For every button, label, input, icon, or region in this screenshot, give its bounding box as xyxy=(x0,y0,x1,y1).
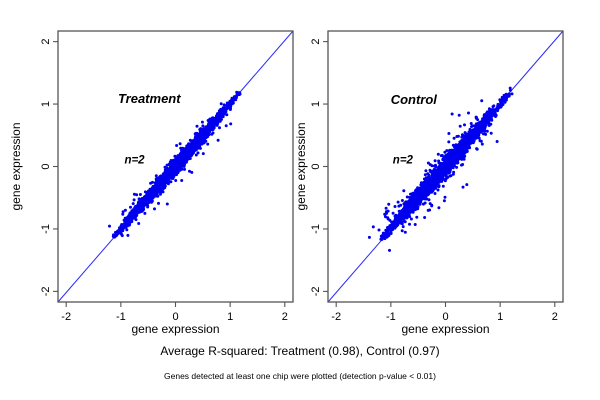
y-tick-label: -1 xyxy=(310,224,322,234)
y-axis-label: gene expression xyxy=(294,122,308,210)
x-tick-label: -1 xyxy=(116,311,126,323)
x-tick-label: 2 xyxy=(552,311,558,323)
x-tick-label: -2 xyxy=(331,311,341,323)
y-tick-label: 0 xyxy=(310,163,322,169)
detection-note-caption: Genes detected at least one chip were pl… xyxy=(164,371,436,381)
x-tick-label: 1 xyxy=(227,311,233,323)
panel-label: Control xyxy=(391,92,438,107)
n-annotation: n=2 xyxy=(124,154,145,166)
r-squared-caption: Average R-squared: Treatment (0.98), Con… xyxy=(160,344,440,358)
y-tick-label: -1 xyxy=(40,224,52,234)
scatter-points xyxy=(108,90,242,239)
x-axis-label: gene expression xyxy=(401,322,489,336)
right-plot-panel: -2 -1 0 1 2 -2 -1 0 1 2 gene expression gene expres… xyxy=(294,30,564,336)
left-plot-panel: -2 -1 0 1 2 -2 -1 0 1 2 gene expression gene expres… xyxy=(9,30,294,336)
x-tick-label: 0 xyxy=(442,311,448,323)
x-tick-label: -2 xyxy=(61,311,71,323)
x-tick-label: 1 xyxy=(497,311,503,323)
n-annotation: n=2 xyxy=(393,154,414,166)
panel-label: Treatment xyxy=(118,91,181,106)
y-tick-label: -2 xyxy=(40,286,52,296)
x-tick-label: 2 xyxy=(282,311,288,323)
y-tick-label: 0 xyxy=(40,163,52,169)
y-tick-label: 1 xyxy=(310,101,322,107)
x-axis-label: gene expression xyxy=(131,322,219,336)
scatter-points xyxy=(367,86,514,252)
y-tick-label: 1 xyxy=(40,101,52,107)
x-tick-label: 0 xyxy=(172,311,178,323)
x-tick-label: -1 xyxy=(386,311,396,323)
y-tick-label: -2 xyxy=(310,286,322,296)
y-axis-label: gene expression xyxy=(9,122,23,210)
y-tick-label: 2 xyxy=(40,39,52,45)
y-tick-label: 2 xyxy=(310,39,322,45)
